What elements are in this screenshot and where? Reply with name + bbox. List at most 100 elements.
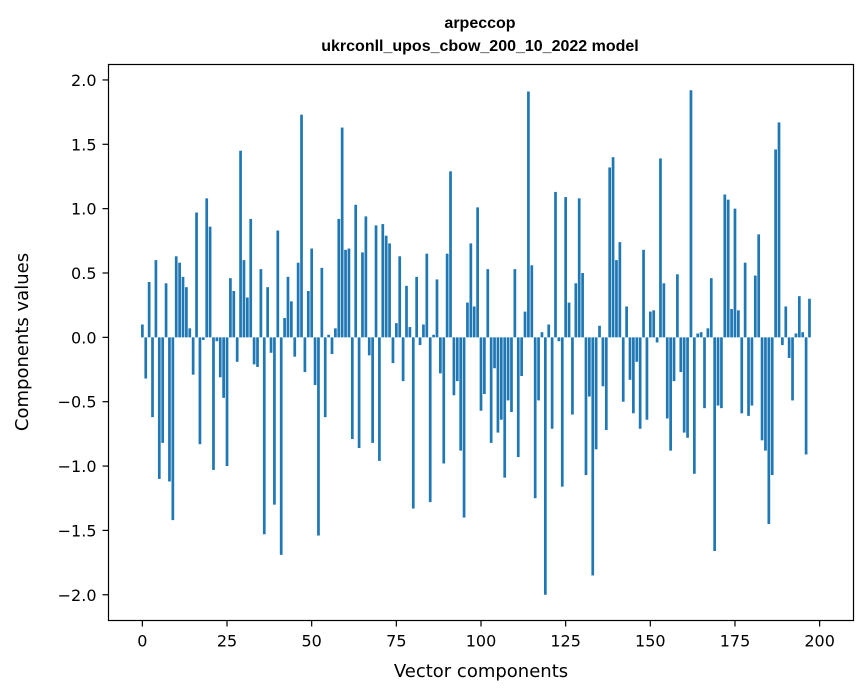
bar-component-87 (435, 279, 439, 338)
bar-component-167 (706, 328, 710, 338)
bar-component-166 (703, 337, 706, 409)
bar-component-34 (256, 337, 259, 367)
bar-component-71 (381, 224, 385, 338)
bar-component-178 (743, 262, 747, 338)
bar-component-39 (273, 337, 276, 505)
bar-component-6 (161, 337, 165, 443)
x-tick-label: 50 (302, 632, 322, 651)
bar-component-43 (286, 276, 290, 338)
bar-component-125 (564, 197, 568, 338)
bar-component-42 (283, 318, 286, 338)
bar-component-30 (242, 260, 246, 338)
bar-component-3 (151, 337, 154, 418)
bar-component-120 (547, 324, 551, 338)
bar-component-123 (557, 337, 561, 342)
bar-component-113 (523, 311, 527, 338)
bar-component-52 (317, 337, 320, 536)
bar-component-158 (676, 274, 679, 338)
bar-component-121 (550, 337, 554, 429)
x-tick-label: 0 (137, 632, 147, 651)
bar-component-33 (252, 337, 256, 365)
y-tick-label: −0.5 (58, 393, 97, 412)
bar-component-98 (472, 306, 476, 338)
y-tick-label: 2.0 (71, 71, 96, 90)
bar-component-194 (797, 296, 801, 338)
bar-component-137 (604, 337, 608, 431)
bar-component-62 (350, 337, 354, 440)
x-tick-label: 150 (635, 632, 666, 651)
bar-component-150 (648, 311, 652, 338)
bar-component-195 (801, 332, 805, 338)
bar-component-149 (645, 337, 649, 420)
bar-component-126 (567, 302, 571, 338)
bar-component-51 (313, 337, 317, 385)
bar-component-23 (218, 337, 222, 378)
x-tick-label: 200 (804, 632, 835, 651)
bar-component-175 (733, 208, 737, 338)
bar-component-129 (577, 198, 581, 338)
bar-component-68 (371, 337, 374, 443)
y-tick-label: −1.0 (58, 457, 97, 476)
bar-component-77 (401, 337, 405, 382)
bar-component-191 (787, 337, 791, 358)
bar-component-196 (804, 337, 808, 455)
y-axis-label: Components values (12, 253, 33, 431)
x-tick-label: 125 (550, 632, 581, 651)
y-tick-label: 1.0 (71, 200, 96, 219)
bar-component-31 (245, 297, 249, 338)
bar-component-144 (628, 337, 632, 380)
bar-component-162 (689, 90, 693, 338)
bar-component-12 (181, 276, 185, 338)
bar-component-0 (141, 324, 144, 338)
bar-component-32 (249, 218, 253, 338)
bar-component-110 (513, 269, 517, 338)
bar-component-141 (618, 242, 622, 338)
bar-component-54 (323, 337, 327, 418)
bar-component-79 (408, 327, 412, 338)
bar-component-147 (638, 337, 642, 429)
bar-component-10 (174, 256, 178, 338)
bar-component-171 (720, 337, 723, 409)
bar-component-73 (388, 243, 391, 338)
bar-component-14 (188, 328, 192, 338)
bar-component-95 (462, 337, 466, 518)
bar-component-109 (510, 337, 513, 412)
bar-component-181 (753, 275, 757, 338)
bar-component-88 (439, 337, 442, 374)
bar-component-80 (411, 337, 415, 509)
bar-component-104 (493, 337, 496, 369)
bar-component-72 (384, 235, 388, 338)
bar-component-160 (682, 337, 686, 433)
bar-component-47 (300, 114, 303, 338)
bar-component-190 (784, 306, 788, 338)
bar-component-90 (445, 253, 449, 338)
bar-component-45 (293, 337, 297, 357)
bar-component-156 (669, 337, 672, 451)
y-tick-label: 1.5 (71, 135, 96, 154)
bar-component-38 (269, 337, 273, 353)
bar-component-59 (340, 127, 344, 338)
bar-component-22 (215, 337, 219, 342)
bar-component-139 (611, 157, 615, 338)
bar-component-1 (144, 337, 148, 379)
bar-component-124 (560, 337, 564, 487)
bar-component-44 (290, 301, 293, 338)
plot-area-frame (107, 63, 855, 622)
bar-component-78 (405, 285, 408, 338)
bar-component-136 (601, 337, 605, 387)
bar-component-185 (767, 337, 771, 524)
bar-component-192 (791, 337, 794, 401)
bar-component-100 (479, 337, 483, 411)
bar-component-76 (398, 256, 402, 338)
bar-component-37 (266, 287, 270, 338)
bar-component-130 (581, 273, 584, 338)
bar-component-103 (489, 337, 493, 443)
bar-component-186 (770, 337, 774, 476)
bar-component-96 (466, 302, 469, 338)
bar-component-82 (418, 337, 422, 346)
bar-component-161 (686, 337, 689, 438)
bar-component-138 (608, 167, 612, 338)
bar-component-67 (367, 337, 371, 356)
bar-component-116 (533, 337, 537, 499)
bar-component-105 (496, 337, 500, 433)
